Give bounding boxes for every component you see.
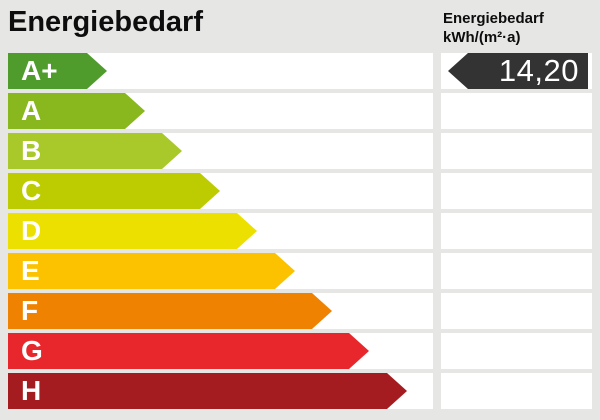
value-cell-a-plus: 14,20	[441, 53, 592, 89]
value-cell-a	[441, 93, 592, 129]
rating-arrow-f: F	[8, 293, 332, 329]
rating-arrow-a: A	[8, 93, 145, 129]
unit-header-unit: kWh/(m²·a)	[443, 29, 521, 46]
scale-row-b: B	[8, 133, 592, 169]
scale-row-a-plus: A+ 14,20	[8, 53, 592, 89]
value-cell-e	[441, 253, 592, 289]
value-cell-g	[441, 333, 592, 369]
scale-row-a: A	[8, 93, 592, 129]
rating-letter: H	[21, 375, 42, 406]
rating-arrow-h: H	[8, 373, 407, 409]
rating-letter: C	[21, 175, 42, 206]
rating-arrow-e: E	[8, 253, 295, 289]
rating-arrow-c: C	[8, 173, 220, 209]
rating-arrow-g: G	[8, 333, 369, 369]
scale-row-h: H	[8, 373, 592, 409]
value-cell-h	[441, 373, 592, 409]
rating-letter: D	[21, 215, 42, 246]
unit-header-label: Energiebedarf	[443, 10, 544, 27]
scale-row-d: D	[8, 213, 592, 249]
value-cell-c	[441, 173, 592, 209]
value-cell-f	[441, 293, 592, 329]
rating-letter: A	[21, 95, 42, 126]
rating-arrow-a-plus: A+	[8, 53, 107, 89]
value-cell-b	[441, 133, 592, 169]
rating-letter: G	[21, 335, 43, 366]
rating-letter: F	[21, 295, 39, 326]
scale-row-c: C	[8, 173, 592, 209]
rating-arrow-d: D	[8, 213, 257, 249]
unit-header: Energiebedarf kWh/(m²·a)	[443, 9, 544, 47]
scale-row-f: F	[8, 293, 592, 329]
value-marker-arrow: 14,20	[448, 53, 588, 89]
scale-row-g: G	[8, 333, 592, 369]
rating-letter: A+	[21, 55, 58, 86]
energy-scale: A+ 14,20 A B C D E F G H	[8, 53, 592, 409]
rating-letter: B	[21, 135, 42, 166]
scale-row-e: E	[8, 253, 592, 289]
rating-letter: E	[21, 255, 40, 286]
value-cell-d	[441, 213, 592, 249]
page-title: Energiebedarf	[8, 6, 203, 38]
rating-arrow-b: B	[8, 133, 182, 169]
